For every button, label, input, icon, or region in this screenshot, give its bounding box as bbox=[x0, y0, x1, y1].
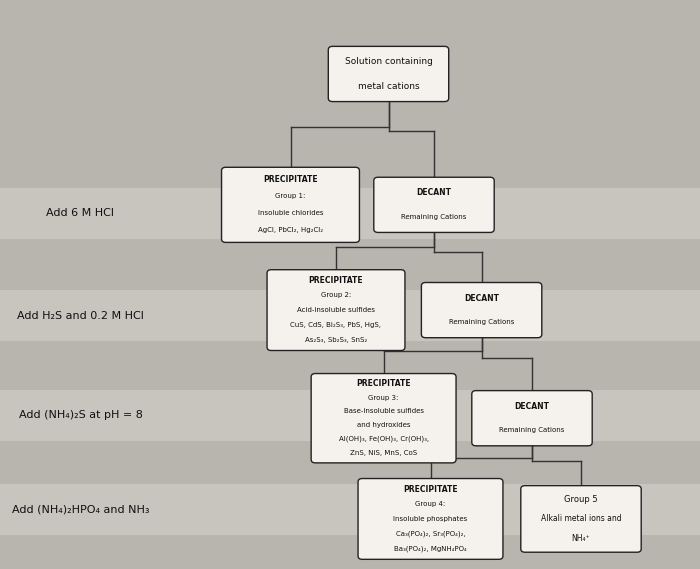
Text: ZnS, NiS, MnS, CoS: ZnS, NiS, MnS, CoS bbox=[350, 450, 417, 456]
Text: Add H₂S and 0.2 M HCl: Add H₂S and 0.2 M HCl bbox=[17, 311, 144, 321]
FancyBboxPatch shape bbox=[472, 391, 592, 446]
Text: and hydroxides: and hydroxides bbox=[357, 422, 410, 428]
Text: Add 6 M HCl: Add 6 M HCl bbox=[46, 208, 115, 218]
FancyBboxPatch shape bbox=[267, 270, 405, 351]
Text: Solution containing: Solution containing bbox=[344, 57, 433, 67]
Bar bbox=[0, 290, 700, 341]
FancyBboxPatch shape bbox=[358, 479, 503, 559]
Text: metal cations: metal cations bbox=[358, 81, 419, 90]
FancyBboxPatch shape bbox=[221, 167, 360, 242]
Text: AgCl, PbCl₂, Hg₂Cl₂: AgCl, PbCl₂, Hg₂Cl₂ bbox=[258, 228, 323, 233]
Text: Remaining Cations: Remaining Cations bbox=[499, 427, 565, 434]
Text: PRECIPITATE: PRECIPITATE bbox=[309, 276, 363, 285]
Text: Add (NH₄)₂S at pH = 8: Add (NH₄)₂S at pH = 8 bbox=[19, 410, 142, 420]
Text: PRECIPITATE: PRECIPITATE bbox=[263, 175, 318, 184]
Text: DECANT: DECANT bbox=[514, 402, 550, 411]
Text: NH₄⁺: NH₄⁺ bbox=[572, 534, 590, 543]
Text: Remaining Cations: Remaining Cations bbox=[401, 214, 467, 220]
Text: Group 4:: Group 4: bbox=[415, 501, 446, 507]
Text: PRECIPITATE: PRECIPITATE bbox=[403, 485, 458, 494]
Text: Ca₃(PO₄)₂, Sr₃(PO₄)₂,: Ca₃(PO₄)₂, Sr₃(PO₄)₂, bbox=[395, 530, 466, 537]
Text: Add (NH₄)₂HPO₄ and NH₃: Add (NH₄)₂HPO₄ and NH₃ bbox=[12, 504, 149, 514]
FancyBboxPatch shape bbox=[521, 486, 641, 552]
Text: DECANT: DECANT bbox=[416, 188, 452, 197]
FancyBboxPatch shape bbox=[311, 374, 456, 463]
Text: Insoluble phosphates: Insoluble phosphates bbox=[393, 516, 468, 522]
Text: Alkali metal ions and: Alkali metal ions and bbox=[540, 514, 622, 523]
Text: As₂S₃, Sb₂S₃, SnS₂: As₂S₃, Sb₂S₃, SnS₂ bbox=[305, 337, 367, 343]
Text: Group 3:: Group 3: bbox=[368, 394, 399, 401]
Text: DECANT: DECANT bbox=[464, 294, 499, 303]
FancyBboxPatch shape bbox=[374, 178, 494, 232]
Bar bbox=[0, 484, 700, 535]
Text: Acid-insoluble sulfides: Acid-insoluble sulfides bbox=[297, 307, 375, 313]
Text: Al(OH)₃, Fe(OH)₃, Cr(OH)₃,: Al(OH)₃, Fe(OH)₃, Cr(OH)₃, bbox=[339, 436, 428, 442]
Bar bbox=[0, 390, 700, 441]
Bar bbox=[0, 188, 700, 239]
Text: Group 2:: Group 2: bbox=[321, 292, 351, 298]
Text: Group 1:: Group 1: bbox=[275, 193, 306, 199]
Text: Insoluble chlorides: Insoluble chlorides bbox=[258, 211, 323, 216]
Text: CuS, CdS, Bi₂S₃, PbS, HgS,: CuS, CdS, Bi₂S₃, PbS, HgS, bbox=[290, 322, 382, 328]
Text: Remaining Cations: Remaining Cations bbox=[449, 319, 514, 325]
Text: Group 5: Group 5 bbox=[564, 494, 598, 504]
Text: Base-insoluble sulfides: Base-insoluble sulfides bbox=[344, 409, 424, 414]
Text: PRECIPITATE: PRECIPITATE bbox=[356, 380, 411, 388]
FancyBboxPatch shape bbox=[421, 282, 542, 337]
FancyBboxPatch shape bbox=[328, 47, 449, 102]
Text: Ba₃(PO₄)₂, MgNH₄PO₄: Ba₃(PO₄)₂, MgNH₄PO₄ bbox=[394, 545, 467, 552]
